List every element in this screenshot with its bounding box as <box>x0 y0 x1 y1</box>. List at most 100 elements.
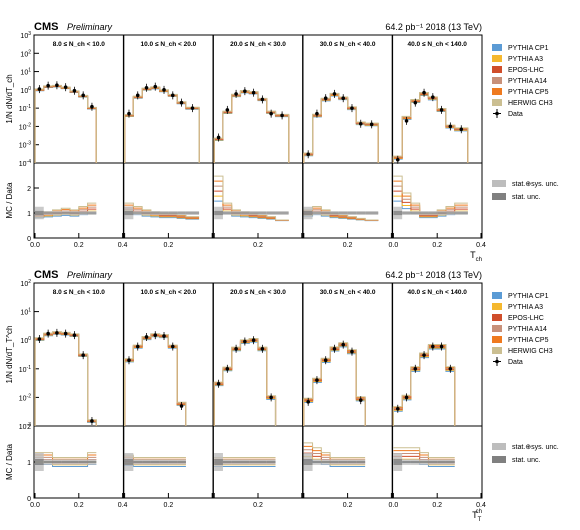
unc-band-stat <box>365 212 379 214</box>
mc-hist-line <box>303 342 366 426</box>
y-tick-label: 100 <box>20 336 31 345</box>
unc-band-stat <box>43 212 53 214</box>
data-point <box>127 358 131 362</box>
ratio-tick-label: 2 <box>27 424 31 431</box>
unc-band-stat <box>419 212 429 214</box>
mc-ratio-line <box>214 195 289 221</box>
y-tick-label: 10-1 <box>19 104 31 113</box>
main-frame <box>33 282 483 427</box>
unc-band-stat <box>240 461 250 463</box>
panel-3: 20.0 ≤ N_ch < 30.0 <box>213 289 286 471</box>
ratio-frame <box>33 162 483 239</box>
unc-band-stat <box>159 461 169 463</box>
mc-hist-line <box>124 86 200 163</box>
x-tick-label: 0.2 <box>253 502 263 509</box>
x-tick-label: 0.2 <box>164 502 174 509</box>
data-point <box>55 331 59 335</box>
unc-band-stat <box>78 461 88 463</box>
lumi-label: 64.2 pb⁻¹ 2018 (13 TeV) <box>385 270 482 280</box>
x-tick-label: 0.0 <box>30 242 40 249</box>
mc-ratio-line <box>124 454 186 458</box>
unc-band-stat <box>70 212 79 214</box>
unc-band-stat <box>61 212 71 214</box>
unc-band-stat <box>124 210 134 216</box>
unc-band-stat <box>454 212 468 214</box>
mc-hist-line <box>392 92 469 163</box>
panel-4: 30.0 ≤ N_ch < 40.0 <box>303 41 379 222</box>
panel-label: 30.0 ≤ N_ch < 40.0 <box>320 289 376 296</box>
data-point <box>422 90 426 95</box>
unc-band-stat <box>133 212 143 214</box>
panel-5: 40.0 ≤ N_ch < 140.0 <box>392 41 469 220</box>
legend-label: Data <box>508 111 523 118</box>
x-tick-label: 0.4 <box>118 242 128 249</box>
data-point <box>358 121 363 126</box>
data-point <box>332 347 337 351</box>
legend-unc-swatch <box>492 193 506 200</box>
ratio-tick-label: 0 <box>27 496 31 503</box>
mc-hist-line <box>124 87 200 163</box>
data-point <box>216 381 221 386</box>
data-point <box>395 406 400 411</box>
x-tick-label: 0.0 <box>30 502 40 509</box>
mc-hist-line <box>124 88 200 163</box>
legend-unc-label: stat.⊕sys. unc. <box>512 181 559 188</box>
unc-band-stat <box>87 212 97 214</box>
legend-unc-swatch <box>492 180 506 187</box>
data-point <box>37 337 42 341</box>
unc-band-stat <box>214 210 223 216</box>
unc-band-stat <box>133 461 143 463</box>
data-point <box>323 358 328 362</box>
data-point <box>306 152 310 157</box>
legend-unc-label: stat. unc. <box>512 194 540 201</box>
data-point <box>243 339 247 344</box>
legend-unc-label: stat. unc. <box>512 457 540 464</box>
x-tick-label: 0.0 <box>389 242 399 249</box>
unc-band-stat <box>410 461 420 463</box>
legend-label: PYTHIA CP1 <box>508 45 549 52</box>
ratio-tick-label: 1 <box>27 211 31 218</box>
data-point <box>190 106 195 110</box>
mc-ratio-line <box>393 450 455 460</box>
x-tick-label: 0.4 <box>118 502 128 509</box>
data-point <box>72 333 77 337</box>
y-tick-label: 10-3 <box>19 422 31 431</box>
mc-hist-line <box>303 93 379 163</box>
mc-hist-line <box>213 91 290 163</box>
data-point <box>341 342 346 347</box>
data-point <box>260 97 265 102</box>
unc-band-stat <box>35 459 44 465</box>
data-point <box>439 344 444 349</box>
unc-band-stat <box>266 212 276 214</box>
y-axis-label: 1/N dN/dT_T^ch <box>5 326 14 384</box>
data-point <box>144 335 149 339</box>
legend-marker <box>495 111 499 116</box>
y-tick-label: 103 <box>20 31 31 40</box>
mc-hist-line <box>213 90 290 163</box>
unc-band-stat <box>393 459 403 465</box>
data-point <box>413 100 418 105</box>
data-point <box>127 111 131 116</box>
x-tick-label: 0.2 <box>432 502 442 509</box>
unc-band-stat <box>428 461 438 463</box>
legend-swatch <box>492 55 502 62</box>
panel-label: 20.0 ≤ N_ch < 30.0 <box>230 289 286 296</box>
x-tick-label: 0.2 <box>343 502 353 509</box>
legend-label: PYTHIA CP1 <box>508 293 549 300</box>
legend-swatch <box>492 44 502 51</box>
unc-band-stat <box>52 461 62 463</box>
unc-band-stat <box>185 212 200 214</box>
mc-ratio-line <box>303 442 366 458</box>
legend-label: PYTHIA A14 <box>508 78 547 85</box>
unc-band-stat <box>159 212 169 214</box>
data-point <box>179 404 184 408</box>
unc-band-stat <box>150 461 160 463</box>
data-point <box>422 353 426 357</box>
data-point <box>251 90 256 95</box>
mc-hist-line <box>213 338 277 426</box>
data-point <box>358 398 363 402</box>
unc-band-stat <box>437 212 446 214</box>
panel-1: 8.0 ≤ N_ch < 10.0 <box>34 289 105 471</box>
mc-hist-line <box>124 333 187 426</box>
ratio-tick-label: 1 <box>27 460 31 467</box>
